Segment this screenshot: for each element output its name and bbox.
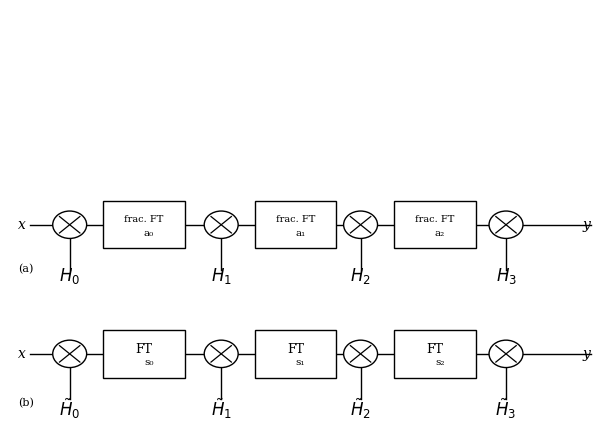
- Ellipse shape: [53, 211, 87, 238]
- Text: (a): (a): [18, 264, 33, 275]
- Ellipse shape: [344, 211, 378, 238]
- Ellipse shape: [204, 340, 238, 368]
- Ellipse shape: [489, 211, 523, 238]
- Text: a₀: a₀: [144, 229, 154, 238]
- Text: s₁: s₁: [296, 358, 305, 367]
- Ellipse shape: [204, 211, 238, 238]
- Text: $\tilde{H}_1$: $\tilde{H}_1$: [211, 397, 231, 421]
- Text: FT: FT: [135, 343, 153, 356]
- Text: $\tilde{H}_0$: $\tilde{H}_0$: [59, 397, 81, 421]
- Text: a₂: a₂: [435, 229, 445, 238]
- Text: frac. FT: frac. FT: [124, 215, 164, 224]
- Text: frac. FT: frac. FT: [276, 215, 315, 224]
- Bar: [255, 201, 336, 249]
- Bar: [394, 201, 476, 249]
- Text: $\tilde{H}_3$: $\tilde{H}_3$: [496, 397, 516, 421]
- Text: FT: FT: [426, 343, 444, 356]
- Text: x: x: [18, 218, 26, 232]
- Text: s₀: s₀: [144, 358, 153, 367]
- Ellipse shape: [344, 340, 378, 368]
- Text: y: y: [583, 347, 591, 361]
- Bar: [103, 330, 185, 377]
- Text: $\tilde{H}_2$: $\tilde{H}_2$: [350, 397, 371, 421]
- Text: (b): (b): [18, 397, 34, 408]
- Bar: [394, 330, 476, 377]
- Bar: [255, 330, 336, 377]
- Ellipse shape: [53, 340, 87, 368]
- Text: $H_1$: $H_1$: [211, 266, 231, 286]
- Text: FT: FT: [287, 343, 304, 356]
- Text: $H_0$: $H_0$: [59, 266, 80, 286]
- Text: a₁: a₁: [295, 229, 305, 238]
- Text: $H_3$: $H_3$: [496, 266, 516, 286]
- Text: y: y: [583, 218, 591, 232]
- Text: $H_2$: $H_2$: [350, 266, 371, 286]
- Bar: [103, 201, 185, 249]
- Ellipse shape: [489, 340, 523, 368]
- Text: frac. FT: frac. FT: [415, 215, 454, 224]
- Text: s₂: s₂: [435, 358, 444, 367]
- Text: x: x: [18, 347, 26, 361]
